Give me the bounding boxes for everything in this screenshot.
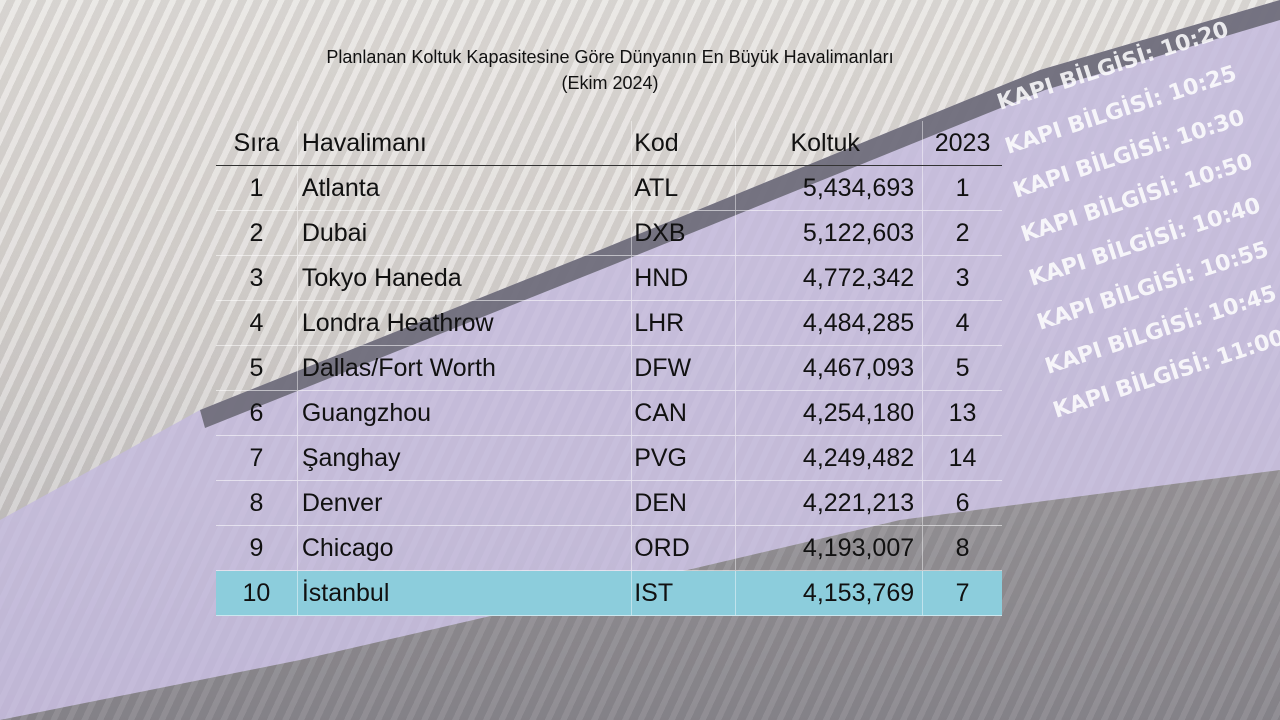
cell-rank: 6 (216, 390, 298, 436)
cell-code: PVG (631, 435, 736, 481)
cell-rank: 8 (216, 480, 298, 526)
title-line-1: Planlanan Koltuk Kapasitesine Göre Dünya… (326, 47, 894, 67)
cell-code: HND (631, 255, 736, 301)
cell-2023: 5 (922, 345, 1002, 391)
cell-code: ATL (631, 165, 736, 211)
cell-code: DEN (631, 480, 736, 526)
cell-seats: 4,249,482 (735, 435, 923, 481)
cell-code: ORD (631, 525, 736, 571)
table-row: 6 Guangzhou CAN 4,254,180 13 (216, 390, 1002, 436)
cell-rank: 10 (216, 570, 298, 616)
cell-airport: Dubai (296, 210, 632, 256)
cell-seats: 5,434,693 (735, 165, 923, 211)
table-row: 1 Atlanta ATL 5,434,693 1 (216, 165, 1002, 211)
cell-seats: 4,153,769 (735, 570, 923, 616)
cell-airport: Londra Heathrow (296, 300, 632, 346)
cell-seats: 5,122,603 (735, 210, 923, 256)
cell-rank: 2 (216, 210, 298, 256)
cell-airport: Şanghay (296, 435, 632, 481)
cell-airport: Chicago (296, 525, 632, 571)
header-seats: Koltuk (735, 121, 923, 166)
cell-2023: 3 (922, 255, 1002, 301)
cell-2023: 1 (922, 165, 1002, 211)
table-row-highlighted: 10 İstanbul IST 4,153,769 7 (216, 570, 1002, 616)
table-row: 7 Şanghay PVG 4,249,482 14 (216, 435, 1002, 481)
cell-seats: 4,193,007 (735, 525, 923, 571)
cell-2023: 4 (922, 300, 1002, 346)
cell-airport: Guangzhou (296, 390, 632, 436)
cell-rank: 1 (216, 165, 298, 211)
header-airport: Havalimanı (296, 121, 632, 166)
table-row: 3 Tokyo Haneda HND 4,772,342 3 (216, 255, 1002, 301)
cell-2023: 14 (922, 435, 1002, 481)
table-row: 9 Chicago ORD 4,193,007 8 (216, 525, 1002, 571)
cell-airport: Atlanta (296, 165, 632, 211)
table-row: 2 Dubai DXB 5,122,603 2 (216, 210, 1002, 256)
table-row: 8 Denver DEN 4,221,213 6 (216, 480, 1002, 526)
cell-rank: 4 (216, 300, 298, 346)
cell-rank: 5 (216, 345, 298, 391)
cell-2023: 8 (922, 525, 1002, 571)
header-code: Kod (631, 121, 736, 166)
cell-code: IST (631, 570, 736, 616)
cell-seats: 4,467,093 (735, 345, 923, 391)
cell-seats: 4,221,213 (735, 480, 923, 526)
cell-rank: 9 (216, 525, 298, 571)
header-2023: 2023 (922, 121, 1002, 166)
cell-airport: Tokyo Haneda (296, 255, 632, 301)
table-row: 4 Londra Heathrow LHR 4,484,285 4 (216, 300, 1002, 346)
cell-2023: 2 (922, 210, 1002, 256)
cell-2023: 13 (922, 390, 1002, 436)
cell-2023: 6 (922, 480, 1002, 526)
cell-code: DXB (631, 210, 736, 256)
table-header-row: Sıra Havalimanı Kod Koltuk 2023 (216, 121, 1002, 166)
cell-code: DFW (631, 345, 736, 391)
airport-table: Sıra Havalimanı Kod Koltuk 2023 1 Atlant… (216, 121, 1002, 616)
cell-code: LHR (631, 300, 736, 346)
header-rank: Sıra (216, 121, 298, 166)
cell-code: CAN (631, 390, 736, 436)
cell-airport: Dallas/Fort Worth (296, 345, 632, 391)
cell-seats: 4,484,285 (735, 300, 923, 346)
title-line-2: (Ekim 2024) (561, 73, 659, 93)
cell-2023: 7 (922, 570, 1002, 616)
cell-rank: 7 (216, 435, 298, 481)
cell-seats: 4,254,180 (735, 390, 923, 436)
cell-airport: Denver (296, 480, 632, 526)
cell-seats: 4,772,342 (735, 255, 923, 301)
chart-title: Planlanan Koltuk Kapasitesine Göre Dünya… (200, 44, 1020, 96)
table-row: 5 Dallas/Fort Worth DFW 4,467,093 5 (216, 345, 1002, 391)
cell-rank: 3 (216, 255, 298, 301)
cell-airport: İstanbul (296, 570, 632, 616)
